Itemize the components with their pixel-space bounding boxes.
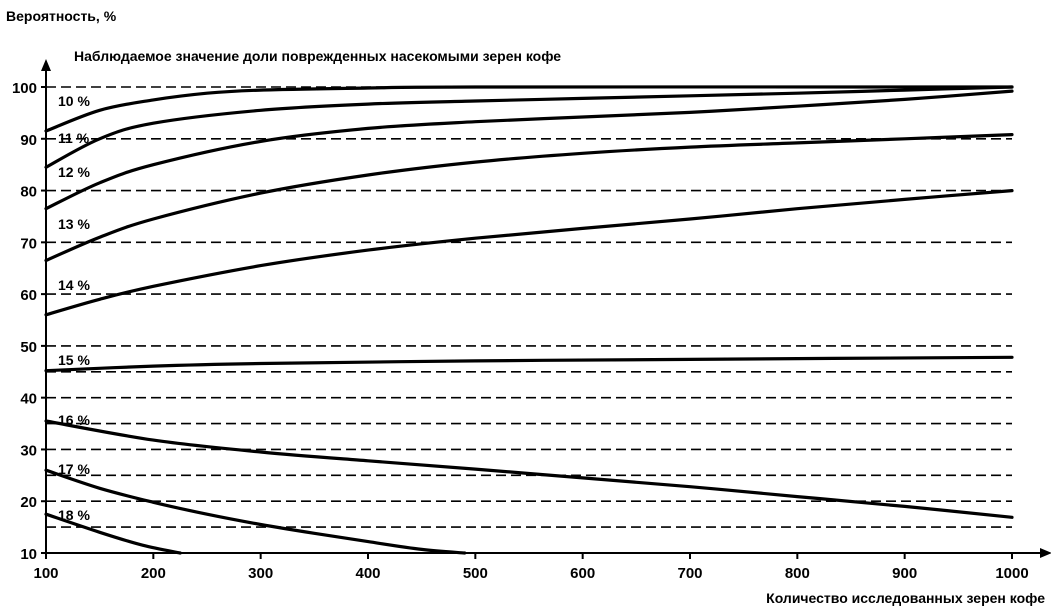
x-tick-label: 300	[248, 565, 273, 582]
series-line	[44, 512, 182, 555]
y-tick-label: 80	[20, 184, 37, 201]
series-line	[44, 189, 1014, 317]
x-tick-label: 1000	[995, 565, 1028, 582]
series-lines	[44, 85, 1014, 555]
y-tick-label: 70	[20, 235, 37, 252]
x-tick-label: 400	[355, 565, 380, 582]
x-axis-arrow	[1040, 548, 1051, 558]
series-label: 16 %	[58, 412, 90, 428]
series-label: 12 %	[58, 164, 90, 180]
tick-labels: 100 200 300 400 500 600 700 800 900 1000 10 20 30 40 5…	[12, 80, 1029, 582]
x-tick-label: 700	[677, 565, 702, 582]
x-tick-label: 600	[570, 565, 595, 582]
x-tick-label: 200	[141, 565, 166, 582]
y-tick-label: 50	[20, 339, 37, 356]
series-caption: Наблюдаемое значение доли поврежденных н…	[74, 48, 562, 64]
axes	[41, 59, 1051, 559]
series-line	[44, 85, 1014, 169]
x-tick-label: 500	[463, 565, 488, 582]
y-tick-label: 90	[20, 132, 37, 149]
series-label: 15 %	[58, 352, 90, 368]
y-axis-arrow	[41, 59, 51, 71]
y-axis-label: Вероятность, %	[6, 8, 117, 24]
series-labels: 10 % 11 % 12 % 13 % 14 % 15 % 16 % 17 % 18 %	[58, 93, 90, 523]
y-tick-label: 60	[20, 287, 37, 304]
series-label: 17 %	[58, 461, 90, 477]
y-tick-label: 40	[20, 391, 37, 408]
series-label: 11 %	[58, 130, 90, 146]
x-axis-label: Количество исследованных зерен кофе	[766, 590, 1045, 606]
series-line	[44, 85, 1014, 133]
series-label: 18 %	[58, 507, 90, 523]
grid-lines	[46, 86, 1012, 528]
series-label: 14 %	[58, 277, 90, 293]
series-line	[44, 89, 1014, 211]
x-tick-label: 800	[785, 565, 810, 582]
y-tick-label: 100	[12, 80, 37, 97]
x-tick-label: 900	[892, 565, 917, 582]
series-label: 10 %	[58, 93, 90, 109]
x-tick-label: 100	[33, 565, 58, 582]
y-tick-label: 20	[20, 494, 37, 511]
series-label: 13 %	[58, 216, 90, 232]
series-line	[44, 468, 467, 555]
series-line	[44, 133, 1014, 263]
series-line	[44, 355, 1014, 373]
y-tick-label: 10	[20, 546, 37, 563]
y-tick-label: 30	[20, 442, 37, 459]
series-line	[44, 419, 1014, 519]
